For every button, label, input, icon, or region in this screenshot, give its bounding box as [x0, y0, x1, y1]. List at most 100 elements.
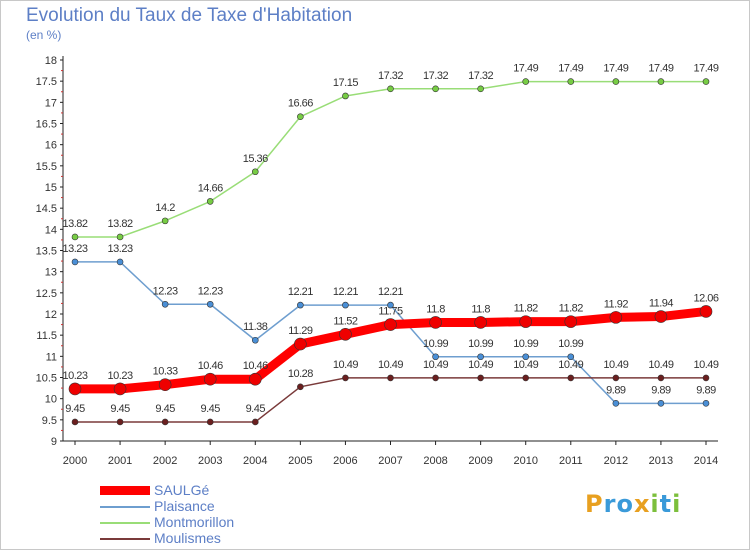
- x-tick-label: 2002: [153, 455, 177, 467]
- data-point-saulg-: [474, 316, 487, 329]
- data-point-plaisance: [612, 400, 620, 407]
- x-tick-label: 2011: [559, 455, 583, 467]
- y-tick-label: 11: [46, 351, 57, 363]
- data-point-saulg-: [564, 315, 578, 328]
- data-point-plaisance: [387, 301, 394, 309]
- logo-letter: P: [585, 490, 604, 518]
- legend-swatch-saulge: [100, 486, 150, 495]
- data-point-moulismes: [206, 418, 214, 426]
- data-label-moulismes: 10.49: [378, 359, 403, 371]
- y-tick-label: 15: [45, 182, 57, 194]
- legend-swatch-montmorillon: [100, 522, 150, 524]
- data-label-montmorillon: 17.32: [378, 70, 403, 82]
- data-label-plaisance: 10.99: [423, 338, 448, 350]
- data-label-moulismes: 9.45: [110, 403, 130, 415]
- data-label-saulg-: 11.75: [378, 306, 403, 318]
- data-label-saulg-: 11.82: [559, 303, 584, 315]
- y-tick-label: 17.5: [36, 76, 57, 88]
- data-label-montmorillon: 17.32: [468, 70, 493, 82]
- logo-letter: r: [603, 490, 617, 518]
- data-label-montmorillon: 13.82: [62, 218, 87, 230]
- data-point-saulg-: [699, 305, 713, 318]
- data-label-moulismes: 10.49: [693, 359, 718, 371]
- data-point-moulismes: [657, 374, 665, 382]
- data-point-saulg-: [384, 318, 397, 331]
- data-point-montmorillon: [477, 85, 484, 93]
- y-tick-label: 10: [45, 394, 57, 406]
- x-tick-label: 2014: [694, 455, 718, 467]
- data-label-moulismes: 9.45: [155, 403, 175, 415]
- data-label-montmorillon: 17.49: [603, 63, 628, 75]
- unit-label: (en %): [26, 28, 62, 42]
- data-point-moulismes: [702, 374, 710, 382]
- data-label-montmorillon: 17.49: [648, 63, 673, 75]
- y-tick-label: 15.5: [36, 161, 57, 173]
- y-tick-label: 16.5: [36, 119, 57, 131]
- data-label-saulg-: 10.46: [198, 360, 223, 372]
- data-label-saulg-: 11.52: [333, 315, 358, 327]
- data-point-plaisance: [342, 301, 349, 309]
- data-point-moulismes: [387, 374, 394, 382]
- y-tick-label: 14: [45, 224, 57, 236]
- data-label-montmorillon: 17.49: [558, 63, 583, 75]
- y-tick-label: 17: [45, 97, 57, 109]
- data-point-moulismes: [116, 418, 124, 426]
- legend-swatch-plaisance: [100, 506, 150, 508]
- data-point-moulismes: [432, 374, 439, 382]
- x-tick-label: 2003: [198, 455, 222, 467]
- data-point-plaisance: [116, 258, 124, 266]
- y-tick-label: 18: [45, 55, 57, 67]
- data-label-moulismes: 9.45: [65, 403, 85, 415]
- x-tick-label: 2008: [423, 455, 447, 467]
- data-point-saulg-: [519, 315, 533, 328]
- data-label-moulismes: 9.45: [201, 403, 221, 415]
- data-label-saulg-: 11.92: [604, 298, 629, 310]
- data-label-montmorillon: 14.2: [155, 202, 175, 214]
- data-point-moulismes: [297, 383, 304, 391]
- data-point-montmorillon: [612, 78, 620, 85]
- data-point-moulismes: [567, 374, 575, 382]
- data-point-montmorillon: [116, 233, 124, 241]
- data-point-montmorillon: [206, 198, 214, 205]
- data-label-moulismes: 10.49: [603, 359, 628, 371]
- data-label-moulismes: 9.45: [246, 403, 266, 415]
- data-point-montmorillon: [522, 78, 530, 85]
- data-label-moulismes: 10.49: [648, 359, 673, 371]
- data-point-saulg-: [113, 382, 127, 396]
- x-tick-label: 2005: [288, 455, 312, 467]
- y-tick-label: 10.5: [36, 373, 57, 385]
- data-point-moulismes: [251, 418, 259, 426]
- data-label-saulg-: 10.23: [62, 370, 87, 382]
- proxiti-logo: Proxiti: [585, 490, 681, 518]
- data-point-plaisance: [567, 353, 575, 361]
- x-tick-label: 2006: [333, 455, 357, 467]
- data-label-moulismes: 10.49: [468, 359, 493, 371]
- data-point-moulismes: [161, 418, 169, 426]
- data-label-saulg-: 10.33: [153, 366, 178, 378]
- data-label-plaisance: 13.23: [108, 243, 133, 255]
- legend-label-montmorillon: Montmorillon: [154, 514, 235, 530]
- legend-label-plaisance: Plaisance: [154, 498, 215, 514]
- logo-letter: i: [650, 490, 660, 518]
- y-tick-label: 12.5: [36, 288, 57, 300]
- data-label-moulismes: 10.49: [333, 359, 358, 371]
- chart-title: Evolution du Taux de Taxe d'Habitation: [26, 5, 353, 26]
- data-point-plaisance: [657, 400, 665, 407]
- x-tick-label: 2001: [108, 455, 132, 467]
- legend-label-saulge: SAULGé: [154, 482, 210, 498]
- data-point-plaisance: [161, 300, 169, 308]
- data-label-plaisance: 9.89: [651, 384, 671, 396]
- data-point-montmorillon: [297, 113, 304, 121]
- data-label-montmorillon: 15.36: [243, 153, 268, 165]
- x-tick-label: 2007: [378, 455, 402, 467]
- data-label-plaisance: 10.99: [513, 338, 538, 350]
- data-label-plaisance: 11.38: [243, 321, 268, 333]
- data-label-montmorillon: 17.15: [333, 77, 358, 89]
- data-label-moulismes: 10.49: [513, 359, 538, 371]
- data-label-montmorillon: 17.49: [693, 63, 718, 75]
- data-point-moulismes: [612, 374, 620, 382]
- x-tick-label: 2004: [243, 455, 267, 467]
- data-point-plaisance: [206, 300, 214, 308]
- data-point-plaisance: [297, 301, 304, 309]
- data-label-montmorillon: 14.66: [198, 182, 223, 194]
